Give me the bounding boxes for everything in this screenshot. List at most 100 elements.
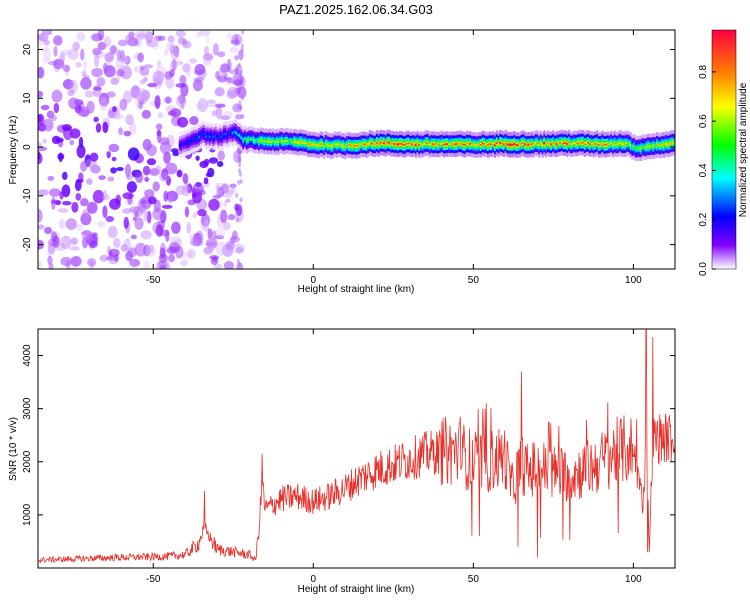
noise-blob bbox=[103, 36, 112, 47]
noise-blob bbox=[43, 47, 52, 61]
noise-blob bbox=[240, 47, 244, 53]
noise-blob bbox=[186, 221, 192, 234]
signal-cell bbox=[184, 142, 187, 145]
noise-blob bbox=[133, 65, 139, 73]
snr-axes: -50 0 50 100 1000 2000 3000 4000 bbox=[22, 329, 675, 585]
signal-cell bbox=[615, 143, 618, 146]
signal-cell bbox=[578, 141, 581, 144]
signal-cell bbox=[270, 141, 273, 143]
noise-blob bbox=[164, 261, 171, 269]
signal-cell bbox=[515, 144, 518, 146]
signal-cell bbox=[316, 144, 319, 147]
signal-cell bbox=[365, 144, 368, 147]
signal-cell bbox=[523, 143, 527, 146]
noise-blob bbox=[62, 124, 72, 132]
signal-cell bbox=[191, 138, 194, 141]
signal-cell bbox=[439, 142, 442, 145]
signal-cell bbox=[594, 142, 597, 145]
signal-cell bbox=[233, 130, 236, 133]
signal-cell bbox=[569, 143, 573, 146]
noise-blob bbox=[67, 48, 79, 60]
signal-cell bbox=[657, 144, 661, 147]
noise-blob bbox=[57, 208, 69, 214]
noise-blob bbox=[214, 87, 225, 97]
noise-blob bbox=[127, 147, 140, 161]
noise-blob bbox=[98, 92, 110, 107]
signal-cell bbox=[332, 144, 335, 147]
noise-blob bbox=[189, 116, 199, 126]
signal-cell bbox=[604, 143, 608, 146]
noise-blob bbox=[61, 171, 68, 181]
signal-cell bbox=[464, 143, 467, 146]
noise-blob bbox=[195, 102, 204, 110]
signal-cell bbox=[251, 138, 254, 141]
noise-blob bbox=[107, 109, 116, 119]
noise-blob bbox=[75, 61, 82, 68]
signal-cell bbox=[303, 141, 307, 144]
colorbar-tick-label: 0.4 bbox=[698, 163, 709, 177]
signal-cell bbox=[537, 144, 541, 147]
noise-blob bbox=[211, 230, 217, 240]
signal-cell bbox=[404, 143, 407, 146]
noise-blob bbox=[187, 248, 196, 259]
noise-blob bbox=[69, 128, 81, 139]
signal-cell bbox=[580, 141, 583, 144]
noise-blob bbox=[75, 223, 84, 231]
signal-cell bbox=[302, 141, 305, 144]
noise-blob bbox=[155, 123, 163, 131]
noise-blob bbox=[167, 110, 177, 116]
signal-cell bbox=[613, 142, 617, 145]
noise-blob bbox=[157, 35, 166, 41]
noise-blob bbox=[225, 198, 231, 203]
signal-cell bbox=[564, 142, 567, 144]
signal-cell bbox=[627, 142, 631, 145]
colorbar-frame bbox=[711, 29, 737, 270]
signal-cell bbox=[481, 142, 485, 145]
noise-blob bbox=[169, 242, 180, 253]
noise-blob bbox=[71, 201, 79, 213]
noise-blob bbox=[130, 85, 141, 99]
signal-cell bbox=[400, 142, 404, 145]
noise-blob bbox=[238, 168, 242, 174]
signal-cell bbox=[354, 144, 358, 147]
signal-cell bbox=[282, 141, 286, 144]
noise-blob bbox=[220, 115, 230, 121]
noise-blob bbox=[226, 77, 233, 84]
noise-blob bbox=[235, 247, 244, 254]
signal-cell bbox=[199, 134, 203, 137]
noise-blob bbox=[47, 255, 53, 266]
noise-blob bbox=[241, 113, 245, 119]
noise-blob bbox=[143, 208, 149, 222]
signal-cell bbox=[582, 141, 585, 144]
signal-cell bbox=[217, 136, 220, 139]
noise-blob bbox=[60, 235, 72, 250]
signal-cell bbox=[543, 142, 546, 145]
signal-cell bbox=[650, 145, 654, 147]
signal-cell bbox=[458, 142, 462, 145]
x-tick-label: 100 bbox=[625, 275, 642, 286]
signal-cell bbox=[222, 133, 226, 136]
signal-cell bbox=[245, 139, 249, 142]
signal-cell bbox=[323, 145, 326, 148]
spectrogram-axes: -50 0 50 100 -20 -10 0 10 20 bbox=[22, 30, 675, 286]
signal-cell bbox=[360, 143, 363, 146]
noise-blob bbox=[140, 230, 152, 240]
signal-cell bbox=[388, 141, 391, 144]
noise-blob bbox=[38, 261, 43, 269]
signal-cell bbox=[455, 143, 458, 146]
signal-cell bbox=[395, 143, 398, 145]
noise-blob bbox=[203, 246, 213, 255]
noise-blob bbox=[125, 114, 134, 125]
snr-background bbox=[38, 329, 675, 568]
signal-cell bbox=[661, 143, 664, 146]
noise-blob bbox=[38, 208, 43, 223]
signal-cell bbox=[504, 141, 507, 144]
signal-cell bbox=[486, 144, 490, 147]
noise-blob bbox=[136, 87, 148, 102]
noise-blob bbox=[62, 79, 74, 90]
noise-blob bbox=[223, 200, 228, 208]
noise-blob bbox=[108, 143, 120, 153]
noise-blob bbox=[67, 89, 75, 97]
signal-cell bbox=[377, 143, 381, 146]
signal-cell bbox=[610, 142, 613, 145]
